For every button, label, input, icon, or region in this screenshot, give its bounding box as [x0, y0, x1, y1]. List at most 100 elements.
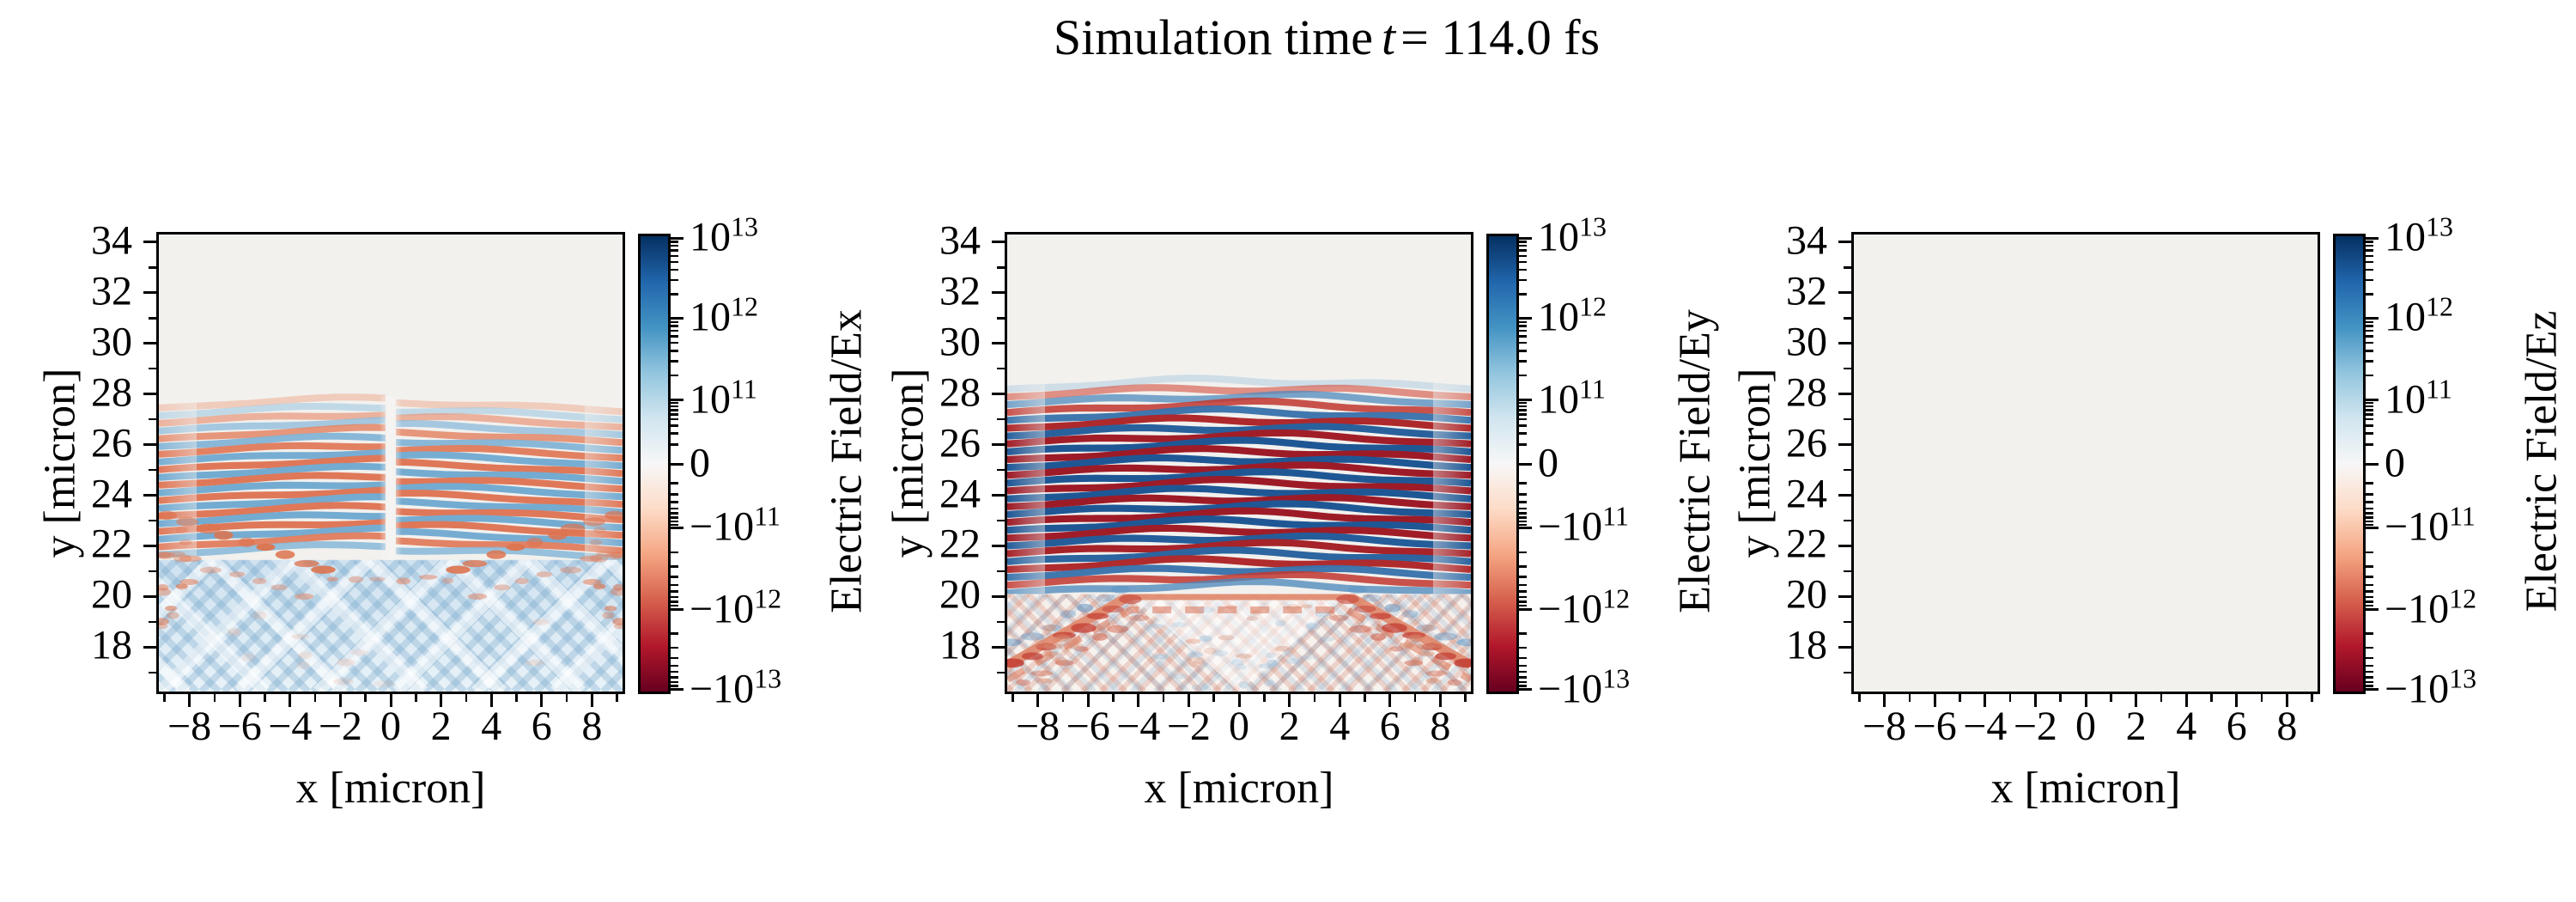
colorbar-minor-tick: [2366, 604, 2373, 607]
colorbar-minor-tick: [2366, 646, 2373, 649]
colorbar-tick-label: 0: [2385, 440, 2405, 486]
y-tick-label: 30: [91, 319, 132, 365]
colorbar-minor-tick: [2366, 350, 2373, 352]
colorbar-minor-tick: [1519, 335, 1527, 338]
x-minor-tick: [1212, 694, 1215, 702]
x-major-tick: [1438, 694, 1442, 707]
colorbar-major-tick: [1519, 526, 1532, 529]
x-minor-tick: [2110, 694, 2112, 702]
colorbar-minor-tick: [2366, 590, 2373, 593]
colorbar-minor-tick: [671, 632, 678, 635]
colorbar-minor-tick: [671, 335, 678, 338]
x-axis-label: x [micron]: [1990, 764, 2181, 813]
colorbar-tick-label: −1011: [1538, 500, 1629, 550]
x-minor-tick: [2311, 694, 2313, 702]
y-tick-label: 24: [91, 470, 132, 516]
y-major-tick: [1838, 393, 1851, 396]
colorbar-major-tick: [671, 236, 683, 240]
colorbar-minor-tick: [1519, 576, 1527, 578]
colorbar-minor-tick: [1519, 520, 1527, 523]
x-minor-tick: [1858, 694, 1861, 702]
y-tick-label: 30: [939, 319, 981, 365]
colorbar-minor-tick: [1519, 493, 1527, 496]
colorbar-minor-tick: [2366, 374, 2373, 377]
colorbar-minor-tick: [1519, 241, 1527, 243]
colorbar-tick-label: 1011: [1538, 373, 1606, 423]
colorbar-minor-tick: [1519, 443, 1527, 446]
colorbar-minor-tick: [2366, 520, 2373, 523]
x-minor-tick: [2160, 694, 2163, 702]
colorbar-minor-tick: [671, 320, 678, 323]
x-minor-tick: [2008, 694, 2012, 702]
x-minor-tick: [1012, 694, 1014, 702]
colorbar-minor-tick: [1519, 249, 1527, 252]
colorbar-minor-tick: [671, 260, 678, 264]
colorbar-minor-tick: [1519, 632, 1527, 635]
colorbar-tick-label: −1013: [2385, 662, 2477, 712]
y-major-tick: [143, 291, 156, 295]
y-minor-tick: [149, 671, 156, 674]
colorbar-minor-tick: [671, 565, 678, 568]
y-tick-label: 22: [1786, 521, 1827, 567]
colorbar-minor-tick: [2366, 443, 2373, 446]
x-minor-tick: [2210, 694, 2213, 702]
colorbar-minor-tick: [2366, 260, 2373, 264]
colorbar-minor-tick: [2366, 507, 2373, 510]
colorbar-minor-tick: [1519, 680, 1527, 684]
heatmap-ez: [1854, 235, 2318, 692]
y-tick-label: 18: [91, 622, 132, 668]
x-tick-label: −8: [1016, 704, 1060, 749]
x-minor-tick: [1364, 694, 1366, 702]
y-minor-tick: [997, 417, 1005, 421]
colorbar-minor-tick: [2366, 244, 2373, 247]
colorbar-minor-tick: [1519, 325, 1527, 327]
x-major-tick: [590, 694, 593, 707]
x-major-tick: [540, 694, 544, 707]
x-major-tick: [440, 694, 443, 707]
x-minor-tick: [1464, 694, 1467, 702]
colorbar-minor-tick: [671, 680, 678, 684]
y-major-tick: [143, 241, 156, 244]
y-axis-label: y [micron]: [35, 368, 85, 558]
x-minor-tick: [1908, 694, 1911, 702]
colorbar-minor-tick: [1519, 413, 1527, 416]
colorbar-minor-tick: [2366, 583, 2373, 587]
x-tick-label: 0: [1229, 704, 1249, 749]
title-time-variable: t: [1382, 9, 1396, 65]
colorbar-tick-label: −1011: [2385, 500, 2476, 550]
colorbar-major-tick: [671, 688, 683, 692]
y-major-tick: [992, 494, 1005, 497]
colorbar-minor-tick: [1519, 260, 1527, 264]
x-minor-tick: [415, 694, 417, 702]
colorbar-label-ez: Electric Field/Ez: [2517, 310, 2567, 613]
colorbar-minor-tick: [2366, 341, 2373, 344]
y-tick-label: 28: [1786, 369, 1827, 415]
y-major-tick: [1838, 291, 1851, 295]
colorbar-minor-tick: [2366, 632, 2373, 635]
colorbar-minor-tick: [1519, 374, 1527, 377]
figure-title: Simulation time t = 114.0 fs: [1054, 9, 1600, 66]
colorbar-major-tick: [2366, 462, 2379, 466]
colorbar-minor-tick: [1519, 590, 1527, 593]
colorbar-minor-tick: [671, 424, 678, 427]
y-tick-label: 18: [1786, 622, 1827, 668]
y-tick-label: 26: [939, 419, 981, 466]
y-minor-tick: [1844, 671, 1851, 674]
colorbar-minor-tick: [2366, 268, 2373, 271]
x-major-tick: [1237, 694, 1241, 707]
colorbar-ez: [2333, 234, 2366, 694]
colorbar-minor-tick: [1519, 507, 1527, 510]
y-minor-tick: [997, 519, 1005, 522]
y-minor-tick: [149, 417, 156, 421]
colorbar-tick-label: 0: [690, 440, 710, 486]
colorbar-minor-tick: [2366, 254, 2373, 258]
y-major-tick: [992, 594, 1005, 598]
x-tick-label: −8: [1862, 704, 1907, 749]
y-major-tick: [143, 494, 156, 497]
colorbar-minor-tick: [2366, 656, 2373, 659]
colorbar-minor-tick: [671, 507, 678, 510]
colorbar-tick-label: 1013: [1538, 210, 1607, 260]
colorbar-minor-tick: [1519, 254, 1527, 258]
x-minor-tick: [515, 694, 518, 702]
